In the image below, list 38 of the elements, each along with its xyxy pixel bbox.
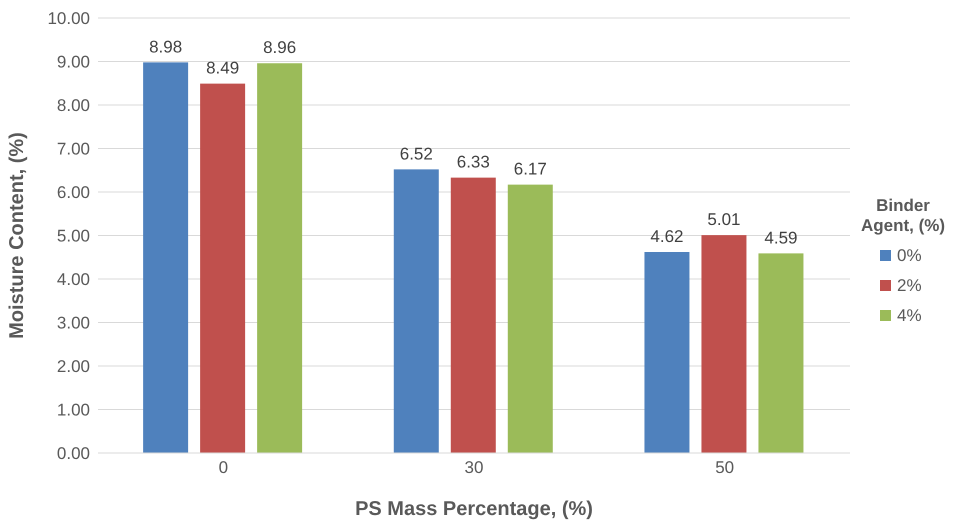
data-label: 4.62 <box>650 227 684 246</box>
x-tick-label: 30 <box>464 458 484 478</box>
legend-label: 0% <box>897 246 922 266</box>
legend-label: 4% <box>897 306 922 326</box>
x-tick-label: 50 <box>715 458 734 478</box>
y-tick-label: 0.00 <box>56 444 90 464</box>
y-tick-label: 9.00 <box>56 52 90 72</box>
data-label: 8.49 <box>206 58 240 78</box>
y-tick-label: 3.00 <box>56 314 90 333</box>
legend-title: Binder Agent, (%) <box>860 196 946 236</box>
x-axis-title: PS Mass Percentage, (%) <box>355 498 593 520</box>
bar <box>508 184 553 453</box>
y-tick-label: 8.00 <box>56 96 90 116</box>
bar <box>257 63 302 453</box>
x-tick-label: 0 <box>218 458 228 478</box>
y-tick-label: 7.00 <box>56 140 90 159</box>
bar <box>143 62 188 453</box>
y-tick-label: 1.00 <box>56 400 90 420</box>
data-label: 4.59 <box>764 228 798 248</box>
bar <box>758 253 804 453</box>
y-tick-label: 4.00 <box>56 270 90 290</box>
y-tick-label: 10.00 <box>47 9 90 28</box>
data-label: 8.98 <box>149 37 182 56</box>
bar <box>644 252 690 453</box>
y-tick-label: 6.00 <box>56 183 90 202</box>
bar <box>450 178 496 453</box>
data-label: 6.17 <box>514 160 547 179</box>
bar <box>701 235 746 453</box>
y-axis-title: Moisture Content, (%) <box>6 132 28 339</box>
data-label: 6.52 <box>400 144 433 164</box>
y-tick-label: 5.00 <box>56 226 90 246</box>
data-label: 5.01 <box>707 210 740 230</box>
bar <box>200 84 246 453</box>
bar <box>394 169 439 453</box>
y-tick-label: 2.00 <box>56 357 90 376</box>
legend-label: 2% <box>897 276 922 296</box>
data-label: 6.33 <box>456 152 490 172</box>
data-label: 8.96 <box>263 38 296 58</box>
